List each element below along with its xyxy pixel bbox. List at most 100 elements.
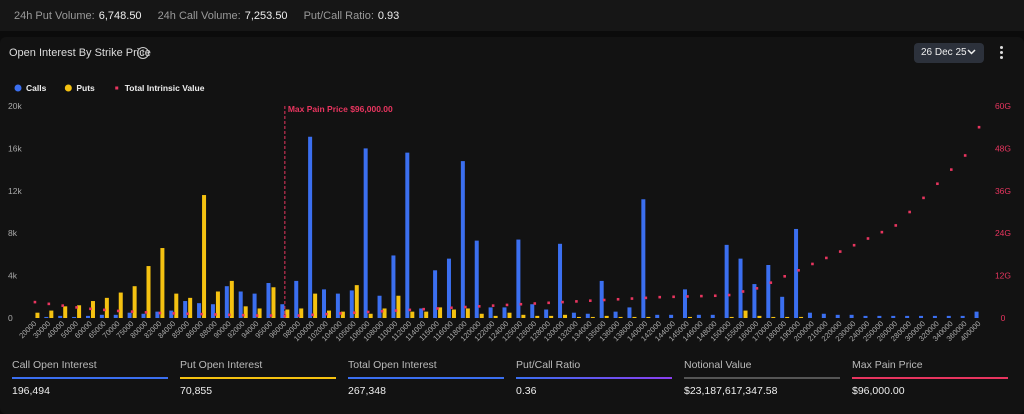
summary-underline bbox=[684, 377, 840, 379]
bar bbox=[530, 304, 535, 318]
intrinsic-value-point bbox=[339, 312, 342, 315]
intrinsic-value-point bbox=[158, 311, 162, 315]
intrinsic-value-point bbox=[561, 300, 564, 304]
summary-label: Max Pain Price bbox=[852, 359, 923, 371]
bar bbox=[488, 307, 493, 318]
bar bbox=[502, 307, 507, 318]
intrinsic-value-point bbox=[616, 297, 620, 301]
bar bbox=[243, 306, 248, 318]
intrinsic-value-point bbox=[366, 310, 370, 314]
intrinsic-value-point bbox=[686, 295, 689, 298]
bar bbox=[696, 314, 701, 318]
bar bbox=[271, 287, 276, 318]
intrinsic-value-point bbox=[936, 182, 939, 186]
bar bbox=[516, 239, 521, 318]
intrinsic-value-point bbox=[547, 301, 550, 305]
intrinsic-value-point bbox=[130, 310, 134, 313]
bar bbox=[104, 297, 109, 318]
intrinsic-value-point bbox=[172, 312, 176, 315]
bar bbox=[655, 314, 660, 318]
bar bbox=[446, 258, 451, 318]
bar bbox=[479, 313, 484, 318]
summary-label: Total Open Interest bbox=[348, 359, 437, 371]
bar bbox=[460, 161, 465, 318]
bar bbox=[354, 285, 359, 318]
bar bbox=[396, 295, 401, 318]
intrinsic-value-point bbox=[963, 154, 967, 157]
chevron bbox=[967, 49, 976, 55]
stat-value: 0.93 bbox=[377, 9, 400, 22]
bar bbox=[465, 308, 470, 318]
bar bbox=[368, 313, 373, 318]
intrinsic-value-point bbox=[658, 295, 662, 299]
intrinsic-value-point bbox=[436, 307, 439, 310]
card: Open Interest By Strike Price i 26 Dec 2… bbox=[0, 37, 1024, 414]
bar bbox=[563, 314, 568, 318]
summary-underline bbox=[516, 377, 672, 379]
summary-item: Notional Value $23,187,617,347.58 bbox=[684, 359, 840, 397]
bar bbox=[327, 310, 332, 318]
bar bbox=[410, 311, 415, 318]
legend-swatch bbox=[14, 84, 22, 92]
bar bbox=[794, 228, 799, 318]
bar bbox=[590, 316, 595, 318]
summary-label: Put Open Interest bbox=[180, 359, 263, 371]
bar bbox=[807, 312, 812, 318]
bar bbox=[44, 316, 49, 318]
bar bbox=[146, 266, 151, 318]
summary-value: 70,855 bbox=[180, 385, 213, 397]
bar bbox=[174, 293, 179, 318]
intrinsic-value-point bbox=[214, 313, 217, 316]
summary-item: Total Open Interest 267,348 bbox=[348, 359, 504, 397]
intrinsic-value-point bbox=[922, 196, 925, 200]
date-label: 26 Dec 25 bbox=[921, 47, 967, 58]
bar bbox=[113, 314, 118, 318]
bar bbox=[599, 280, 604, 318]
bar bbox=[669, 314, 674, 318]
bar bbox=[604, 315, 609, 318]
intrinsic-value-point bbox=[880, 230, 884, 234]
intrinsic-value-point bbox=[200, 312, 203, 316]
bar bbox=[799, 316, 804, 318]
info-icon[interactable]: i bbox=[137, 47, 149, 59]
bar bbox=[197, 303, 202, 318]
bar bbox=[63, 306, 68, 318]
bar bbox=[35, 312, 40, 318]
bar bbox=[433, 270, 438, 318]
bar bbox=[451, 309, 456, 318]
bar bbox=[118, 292, 123, 318]
intrinsic-value-point bbox=[325, 312, 328, 316]
intrinsic-value-point bbox=[894, 224, 898, 227]
card-title: Open Interest By Strike Price bbox=[9, 47, 151, 59]
intrinsic-value-point bbox=[491, 304, 495, 307]
bar bbox=[99, 314, 104, 318]
intrinsic-value-point bbox=[103, 308, 106, 312]
bar bbox=[571, 312, 576, 318]
bar bbox=[85, 315, 90, 318]
bar bbox=[313, 293, 318, 318]
bar bbox=[919, 315, 924, 318]
date-select[interactable]: 26 Dec 25 bbox=[914, 43, 984, 63]
menu-button[interactable] bbox=[998, 45, 1004, 61]
intrinsic-value-point bbox=[33, 300, 37, 304]
stat: 24h Call Volume: 7,253.50 bbox=[158, 10, 288, 22]
bar bbox=[391, 255, 396, 318]
bar bbox=[738, 258, 743, 318]
y2-tick-label: 0 bbox=[1001, 313, 1006, 323]
bar bbox=[507, 312, 512, 318]
intrinsic-value-point bbox=[755, 287, 759, 290]
bar bbox=[183, 301, 188, 318]
intrinsic-value-point bbox=[741, 290, 745, 293]
summary-value: $23,187,617,347.58 bbox=[684, 385, 778, 397]
stat: 24h Put Volume: 6,748.50 bbox=[14, 10, 142, 22]
intrinsic-value-point bbox=[783, 275, 786, 278]
bar bbox=[77, 305, 82, 318]
bar bbox=[641, 199, 646, 318]
bar bbox=[349, 290, 354, 318]
bar bbox=[682, 289, 687, 318]
intrinsic-value-point bbox=[575, 300, 578, 303]
bar bbox=[821, 313, 826, 318]
bar bbox=[891, 315, 896, 318]
bar bbox=[155, 311, 160, 318]
